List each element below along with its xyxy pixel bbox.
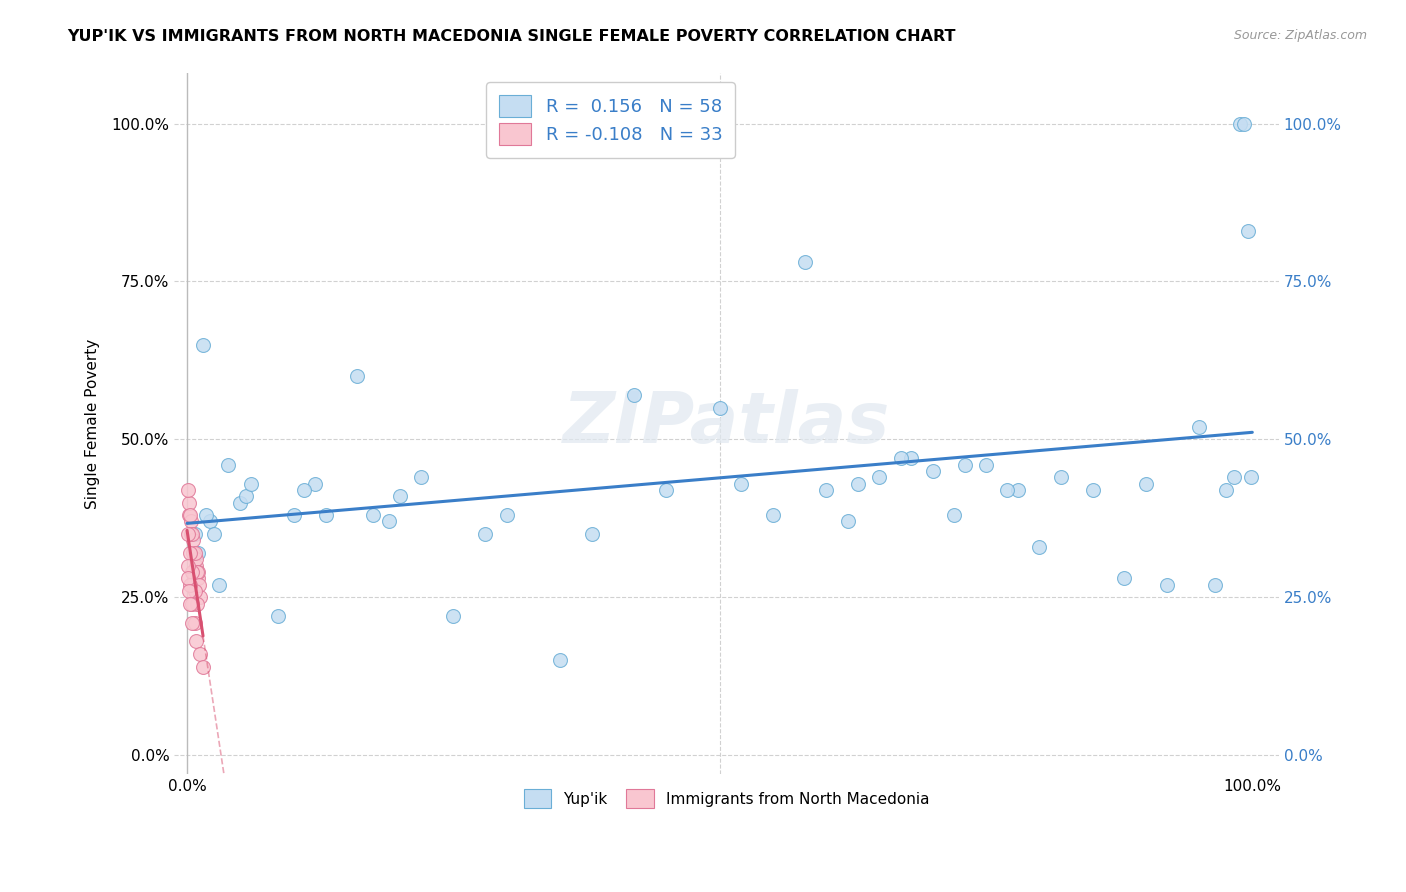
Point (283, 508, 305, 523)
Point (200, 515, 222, 529)
Point (179, 577, 201, 591)
Point (186, 597, 208, 611)
Point (235, 489, 257, 503)
Point (187, 565, 209, 579)
Text: ZIPatlas: ZIPatlas (562, 389, 890, 458)
Point (389, 489, 412, 503)
Point (183, 546, 205, 560)
Point (183, 583, 205, 598)
Point (179, 597, 201, 611)
Point (177, 558, 200, 573)
Point (900, 451, 922, 466)
Y-axis label: Single Female Poverty: Single Female Poverty (86, 338, 100, 508)
Point (730, 476, 752, 491)
Point (191, 659, 214, 673)
Point (184, 552, 207, 566)
Point (180, 527, 202, 541)
Point (363, 508, 385, 523)
Point (239, 476, 262, 491)
Point (183, 615, 205, 630)
Point (474, 527, 496, 541)
Point (188, 647, 211, 661)
Point (943, 508, 966, 523)
Point (184, 558, 207, 573)
Point (709, 401, 731, 415)
Point (266, 609, 288, 624)
Point (315, 508, 337, 523)
Point (1028, 540, 1050, 554)
Point (793, 255, 815, 269)
Point (179, 583, 201, 598)
Point (1223, 470, 1246, 484)
Point (346, 369, 368, 384)
Point (179, 508, 201, 523)
Point (183, 533, 205, 548)
Point (181, 597, 204, 611)
Point (846, 476, 869, 491)
Point (181, 565, 204, 579)
Point (548, 653, 571, 667)
Point (179, 495, 201, 509)
Point (869, 470, 891, 484)
Point (1156, 577, 1178, 591)
Point (184, 634, 207, 648)
Point (1135, 476, 1157, 491)
Point (187, 571, 209, 585)
Point (890, 451, 912, 466)
Legend: Yup'ik, Immigrants from North Macedonia: Yup'ik, Immigrants from North Macedonia (516, 781, 936, 815)
Point (180, 515, 202, 529)
Point (411, 470, 433, 484)
Point (378, 515, 401, 529)
Point (1229, 116, 1251, 130)
Point (815, 483, 838, 497)
Point (208, 577, 231, 591)
Point (1007, 483, 1029, 497)
Point (581, 527, 603, 541)
Point (762, 508, 785, 523)
Point (655, 483, 678, 497)
Point (183, 527, 205, 541)
Point (441, 609, 464, 624)
Point (1204, 577, 1226, 591)
Point (1188, 419, 1211, 434)
Point (183, 546, 205, 560)
Point (217, 458, 239, 472)
Point (623, 388, 645, 402)
Point (1215, 483, 1237, 497)
Point (202, 527, 225, 541)
Point (1237, 224, 1260, 238)
Text: YUP'IK VS IMMIGRANTS FROM NORTH MACEDONIA SINGLE FEMALE POVERTY CORRELATION CHAR: YUP'IK VS IMMIGRANTS FROM NORTH MACEDONI… (67, 29, 956, 44)
Point (187, 546, 209, 560)
Point (177, 571, 200, 585)
Point (177, 527, 200, 541)
Point (292, 483, 315, 497)
Text: Source: ZipAtlas.com: Source: ZipAtlas.com (1233, 29, 1367, 42)
Point (1081, 483, 1104, 497)
Point (495, 508, 517, 523)
Point (921, 464, 943, 478)
Point (1114, 571, 1136, 585)
Point (229, 495, 252, 509)
Point (195, 508, 218, 523)
Point (179, 546, 201, 560)
Point (974, 458, 997, 472)
Point (188, 591, 211, 605)
Point (953, 458, 976, 472)
Point (304, 476, 326, 491)
Point (191, 337, 214, 351)
Point (177, 483, 200, 497)
Point (1233, 116, 1256, 130)
Point (837, 515, 859, 529)
Point (995, 483, 1018, 497)
Point (181, 615, 204, 630)
Point (187, 577, 209, 591)
Point (186, 565, 208, 579)
Point (181, 527, 204, 541)
Point (179, 508, 201, 523)
Point (1049, 470, 1071, 484)
Point (1240, 470, 1263, 484)
